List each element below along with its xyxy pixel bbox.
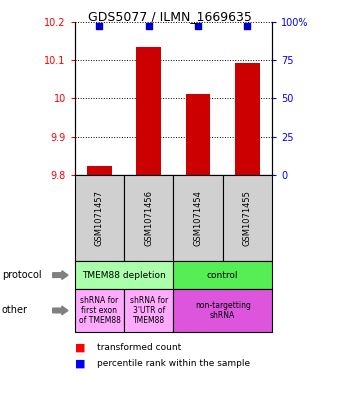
Text: percentile rank within the sample: percentile rank within the sample bbox=[97, 359, 250, 368]
Point bbox=[146, 23, 152, 29]
Bar bbox=[186, 94, 210, 175]
Text: GSM1071454: GSM1071454 bbox=[193, 190, 203, 246]
Text: transformed count: transformed count bbox=[97, 343, 181, 352]
Text: TMEM88 depletion: TMEM88 depletion bbox=[82, 271, 166, 279]
Text: shRNA for
3'UTR of
TMEM88: shRNA for 3'UTR of TMEM88 bbox=[130, 296, 168, 325]
Text: non-targetting
shRNA: non-targetting shRNA bbox=[195, 301, 251, 320]
Text: ■: ■ bbox=[75, 358, 85, 369]
Text: control: control bbox=[207, 271, 238, 279]
Text: other: other bbox=[2, 305, 28, 316]
Text: protocol: protocol bbox=[2, 270, 41, 280]
Bar bbox=[87, 166, 112, 175]
Text: shRNA for
first exon
of TMEM88: shRNA for first exon of TMEM88 bbox=[79, 296, 120, 325]
Text: GSM1071456: GSM1071456 bbox=[144, 190, 153, 246]
Text: ■: ■ bbox=[75, 343, 85, 353]
Bar bbox=[136, 46, 161, 175]
Text: GSM1071455: GSM1071455 bbox=[243, 190, 252, 246]
Point bbox=[195, 23, 201, 29]
Text: GSM1071457: GSM1071457 bbox=[95, 190, 104, 246]
Point bbox=[244, 23, 250, 29]
Text: GDS5077 / ILMN_1669635: GDS5077 / ILMN_1669635 bbox=[88, 10, 252, 23]
Point bbox=[97, 23, 102, 29]
Bar bbox=[235, 63, 260, 175]
